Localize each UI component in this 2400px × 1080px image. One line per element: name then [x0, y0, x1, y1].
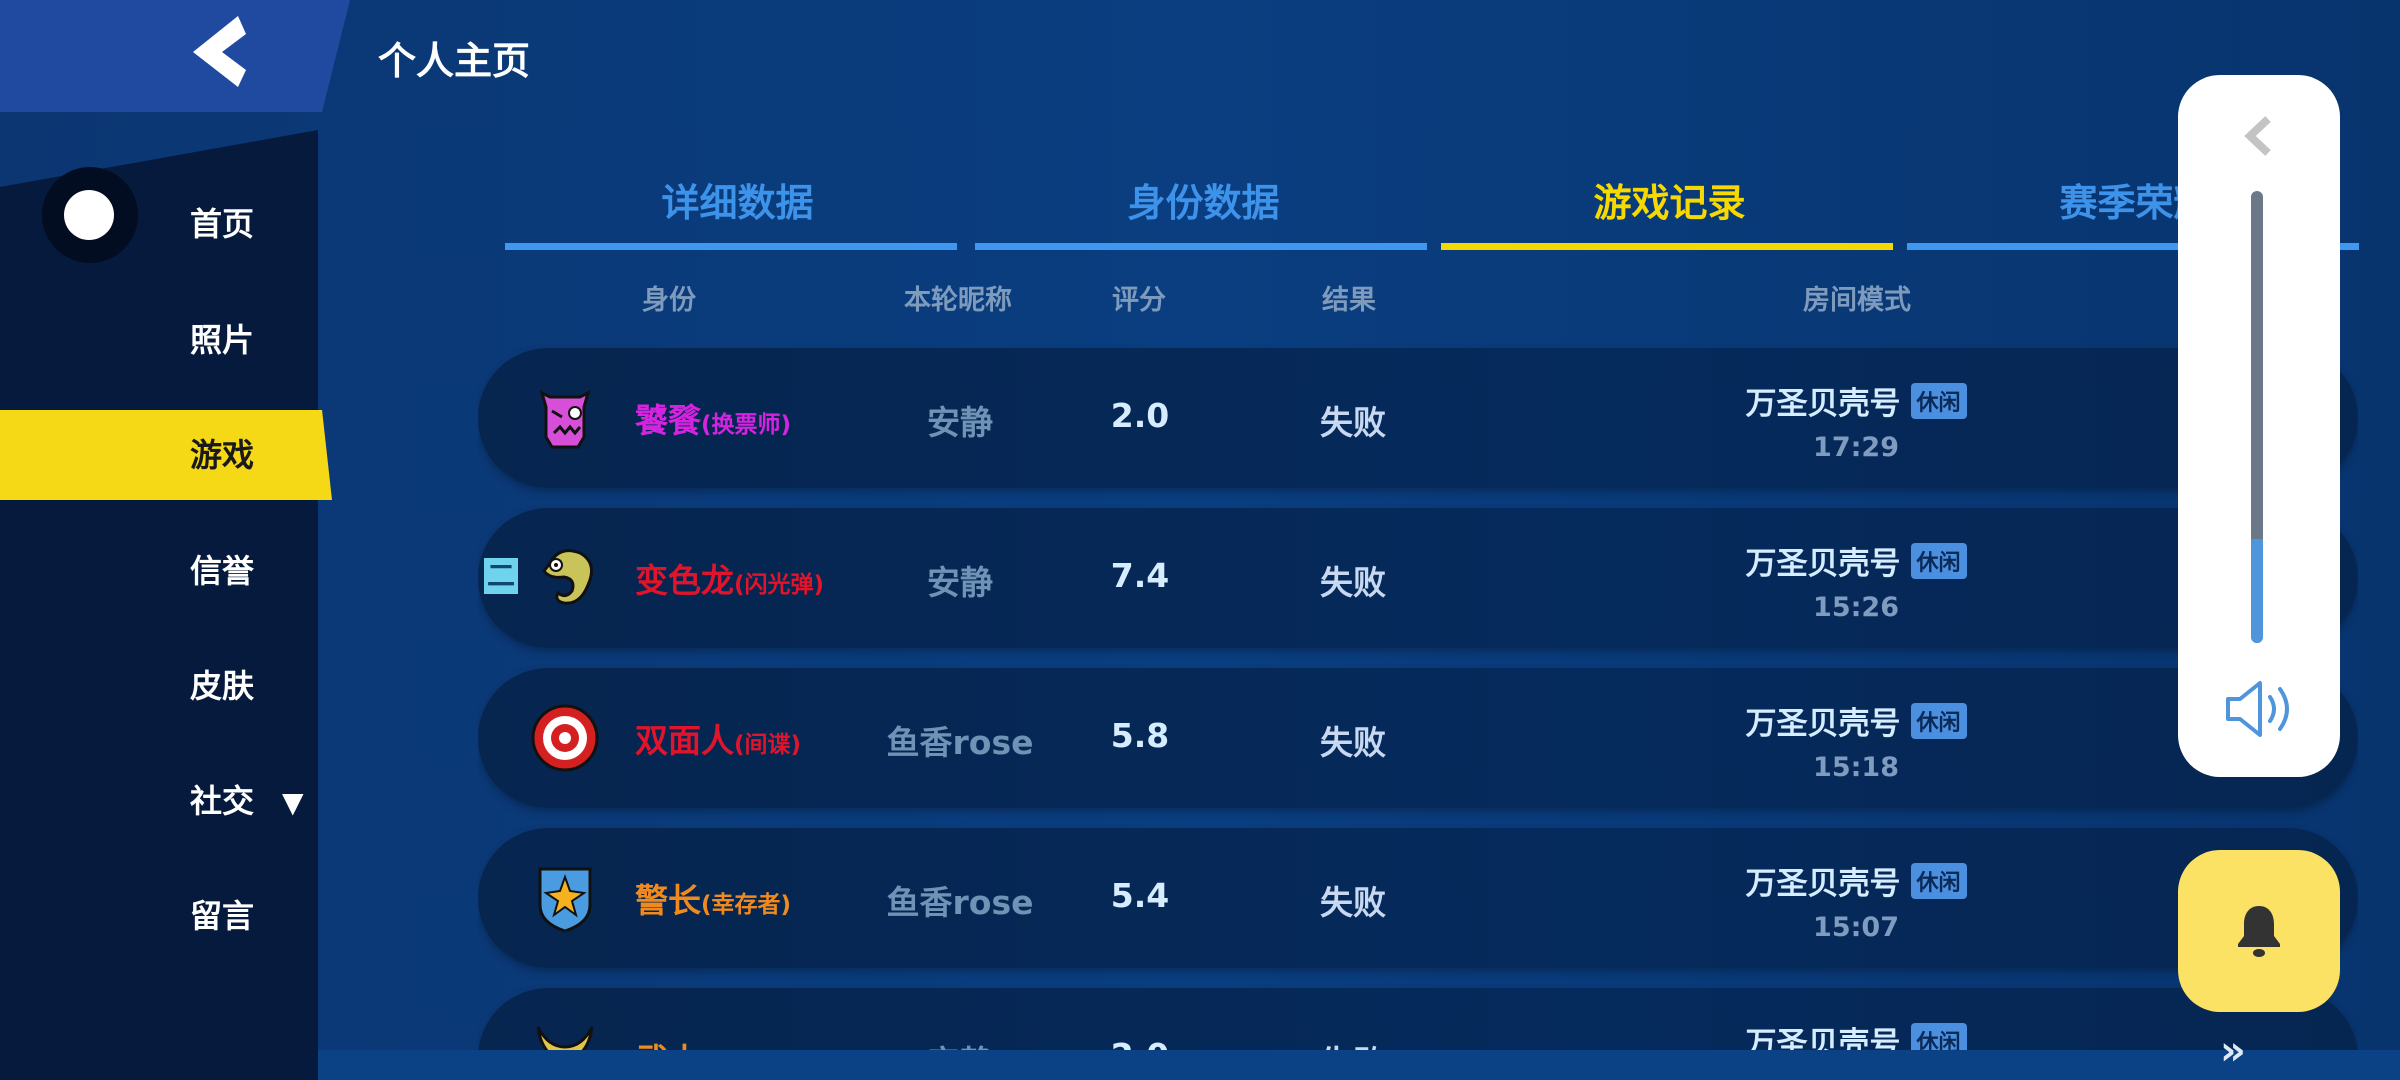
role-name: 武士(护卫者)	[635, 1034, 791, 1050]
volume-fill	[2251, 539, 2263, 643]
room-name: 万圣贝壳号	[1745, 1026, 1901, 1050]
room-name: 万圣贝壳号	[1745, 866, 1901, 902]
page-title: 个人主页	[378, 39, 531, 83]
chameleon-icon	[530, 543, 600, 613]
sidebar-item-label: 信誉	[190, 552, 255, 590]
record-row[interactable]: 警长(幸存者) 鱼香rose 5.4 失败 万圣贝壳号 休闲 15:07	[478, 828, 2358, 968]
police-shield-icon	[530, 863, 600, 933]
horned-helmet-icon	[530, 1023, 600, 1050]
tab-underline	[505, 243, 957, 250]
notification-bell-button[interactable]	[2178, 850, 2340, 1012]
tab-1[interactable]: 身份数据	[1127, 181, 1280, 225]
sidebar-item-1[interactable]: 照片	[190, 320, 254, 360]
sidebar-item-label: 皮肤	[190, 667, 255, 705]
role-subtitle: (幸存者)	[701, 892, 792, 918]
rank-badge: 二	[484, 558, 518, 594]
role-name: 警长(幸存者)	[635, 874, 791, 922]
role-name: 饕餮(换票师)	[635, 394, 791, 442]
speaker-icon[interactable]	[2224, 679, 2294, 739]
sidebar	[0, 130, 318, 1080]
tab-2[interactable]: 游戏记录	[1593, 181, 1746, 225]
dropdown-triangle-icon: ▼	[282, 786, 304, 819]
bottom-strip	[318, 1050, 2400, 1080]
mode-badge: 休闲	[1910, 862, 1967, 899]
sidebar-item-label: 社交	[190, 782, 255, 820]
column-header: 评分	[1112, 285, 1166, 316]
header-bar	[0, 0, 350, 112]
sidebar-item-0[interactable]: 首页	[190, 204, 254, 244]
role-title: 变色龙	[635, 561, 734, 600]
mode-badge: 休闲	[1910, 1022, 1967, 1050]
sidebar-item-label: 照片	[190, 321, 255, 359]
mode-badge: 休闲	[1910, 542, 1967, 579]
role-subtitle: (闪光弹)	[734, 572, 825, 598]
more-indicator[interactable]: »	[2220, 1028, 2246, 1074]
tab-underline	[1907, 243, 2359, 250]
sidebar-item-6[interactable]: 留言	[190, 896, 254, 936]
sidebar-item-label: 游戏	[190, 436, 255, 474]
back-chevron-icon[interactable]	[188, 14, 258, 89]
sidebar-item-3[interactable]: 信誉	[190, 551, 254, 591]
column-header: 身份	[642, 285, 696, 316]
role-title: 饕餮	[635, 401, 701, 440]
role-subtitle: (间谍)	[734, 732, 802, 758]
column-header: 结果	[1322, 285, 1376, 316]
volume-panel	[2178, 75, 2340, 777]
volume-slider[interactable]	[2251, 191, 2263, 643]
role-title: 武士	[635, 1041, 701, 1050]
sidebar-item-label: 首页	[190, 205, 255, 243]
sidebar-item-2[interactable]: 游戏	[190, 435, 254, 475]
bell-icon	[2238, 906, 2280, 957]
role-title: 双面人	[635, 721, 734, 760]
column-header: 本轮昵称	[904, 285, 1012, 316]
sidebar-item-label: 留言	[190, 897, 255, 935]
room-name: 万圣贝壳号	[1745, 386, 1901, 422]
room-name: 万圣贝壳号	[1745, 706, 1901, 742]
role-title: 警长	[635, 881, 701, 920]
role-subtitle: (换票师)	[701, 412, 792, 438]
avatar[interactable]	[42, 167, 138, 263]
record-row[interactable]: 饕餮(换票师) 安静 2.0 失败 万圣贝壳号 休闲 17:29	[478, 348, 2358, 488]
record-row[interactable]: 双面人(间谍) 鱼香rose 5.8 失败 万圣贝壳号 休闲 15:18	[478, 668, 2358, 808]
role-name: 变色龙(闪光弹)	[635, 554, 824, 602]
mode-badge: 休闲	[1910, 382, 1967, 419]
room-name: 万圣贝壳号	[1745, 546, 1901, 582]
role-name: 双面人(间谍)	[635, 714, 801, 762]
mode-badge: 休闲	[1910, 702, 1967, 739]
sidebar-item-4[interactable]: 皮肤	[190, 666, 254, 706]
record-row[interactable]: 二变色龙(闪光弹) 安静 7.4 失败 万圣贝壳号 休闲 15:26	[478, 508, 2358, 648]
sidebar-active-highlight	[0, 410, 332, 500]
tab-underline	[975, 243, 1427, 250]
column-header: 房间模式	[1803, 285, 1911, 316]
pink-mask-icon	[530, 383, 600, 453]
tab-underline	[1441, 243, 1893, 250]
collapse-chevron-icon[interactable]	[2242, 115, 2276, 157]
tab-0[interactable]: 详细数据	[661, 181, 814, 225]
game-record-list[interactable]: 饕餮(换票师) 安静 2.0 失败 万圣贝壳号 休闲 17:29 二变色龙(闪光弹) 安静 7.4…	[478, 340, 2358, 1050]
target-icon	[530, 703, 600, 773]
sidebar-item-5[interactable]: 社交 ▼	[190, 781, 304, 823]
